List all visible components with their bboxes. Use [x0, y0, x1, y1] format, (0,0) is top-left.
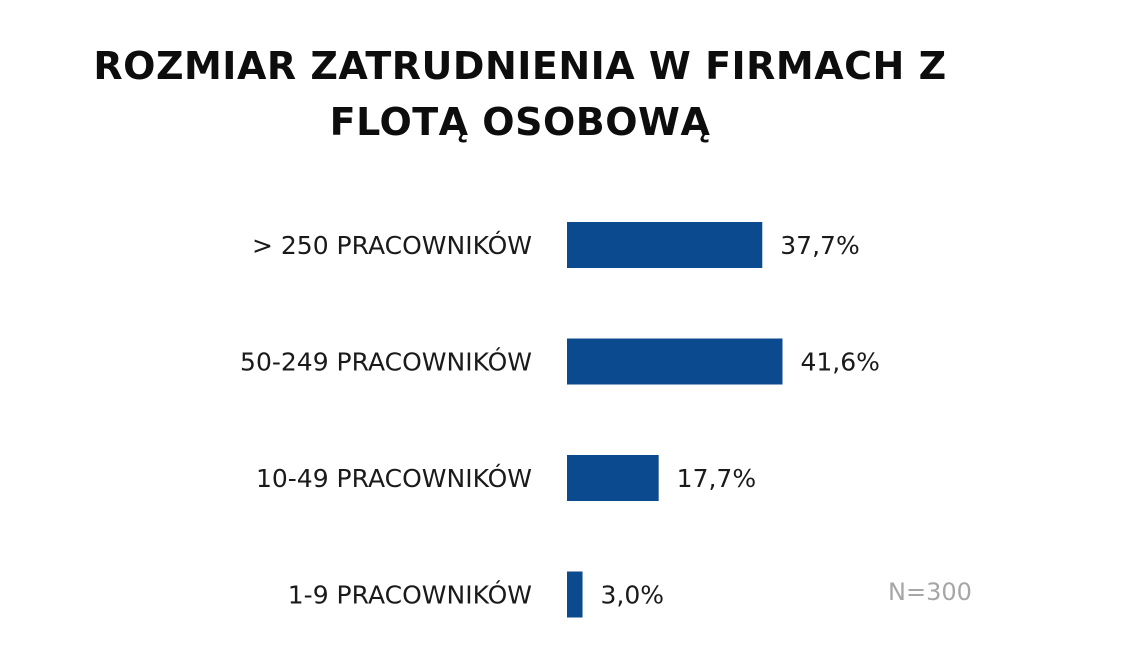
sample-size-note: N=300 [888, 578, 972, 606]
value-label: 3,0% [601, 581, 665, 610]
chart-title-line-2: FLOTĄ OSOBOWĄ [329, 100, 711, 144]
category-label: 50-249 PRACOWNIKÓW [240, 347, 532, 377]
value-label: 37,7% [780, 231, 859, 260]
category-label: 1-9 PRACOWNIKÓW [288, 580, 532, 610]
bar [567, 222, 763, 268]
chart-title-line-1: ROZMIAR ZATRUDNIENIA W FIRMACH Z [93, 44, 947, 88]
category-label: 10-49 PRACOWNIKÓW [256, 463, 532, 493]
value-label: 17,7% [677, 464, 756, 493]
chart-title: ROZMIAR ZATRUDNIENIA W FIRMACH Z FLOTĄ O… [0, 38, 1040, 150]
value-label: 41,6% [800, 348, 879, 377]
bar [567, 338, 783, 385]
bars-group: > 250 PRACOWNIKÓW 37,7% 50-249 PRACOWNIKÓW… [240, 222, 880, 618]
bar [567, 571, 583, 618]
bar [567, 455, 659, 501]
category-label: > 250 PRACOWNIKÓW [252, 230, 532, 260]
